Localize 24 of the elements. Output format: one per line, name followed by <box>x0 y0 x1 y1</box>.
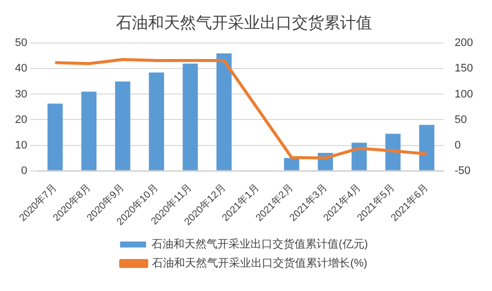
bar <box>284 158 300 170</box>
bar <box>81 92 97 170</box>
bar <box>216 53 232 170</box>
y2-tick-label: 200 <box>454 37 474 50</box>
bar <box>385 134 401 170</box>
legend-label: 石油和天然气开采业出口交货值累计值(亿元) <box>152 238 368 251</box>
bar <box>419 124 434 170</box>
chart-title: 石油和天然气开采业出口交货累计值 <box>116 14 372 32</box>
y-tick-label: 30 <box>14 88 28 100</box>
legend-label: 石油和天然气开采业出口交货值累计增长(%) <box>152 256 368 270</box>
bar <box>182 64 198 170</box>
y-tick-label: 20 <box>14 114 28 126</box>
y-tick-label: 10 <box>14 139 28 152</box>
y2-tick-label: 100 <box>454 88 474 100</box>
y-tick-label: 50 <box>14 37 28 50</box>
bar <box>115 81 130 170</box>
y-tick-label: 40 <box>14 62 28 75</box>
bar <box>48 104 63 170</box>
y2-tick-label: 0 <box>454 139 461 152</box>
y-tick-label: 0 <box>21 164 28 177</box>
y2-tick-label: -50 <box>454 164 471 177</box>
y2-tick-label: 150 <box>454 62 474 75</box>
y2-tick-label: 50 <box>454 114 467 126</box>
bar <box>148 72 164 170</box>
